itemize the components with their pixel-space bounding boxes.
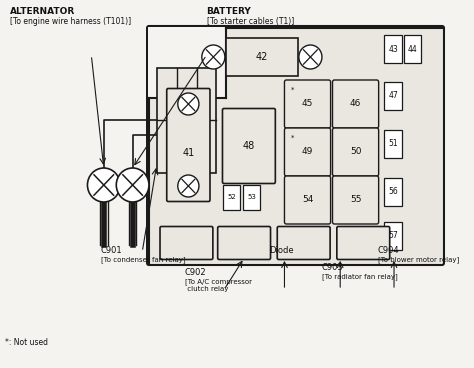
Text: 51: 51 [388,139,398,149]
Text: *: * [291,87,294,93]
Text: 55: 55 [350,195,361,205]
FancyBboxPatch shape [284,80,330,128]
Text: [To condenser fan relay]: [To condenser fan relay] [101,256,185,263]
Bar [156,68,216,173]
Text: 44: 44 [408,45,417,53]
Circle shape [178,175,199,197]
Text: Diode: Diode [269,246,294,255]
Text: 53: 53 [247,194,256,200]
Text: 45: 45 [302,99,313,109]
FancyBboxPatch shape [147,26,444,265]
FancyBboxPatch shape [167,88,210,202]
FancyBboxPatch shape [333,80,379,128]
Bar [384,130,401,158]
Text: [To radiator fan relay]: [To radiator fan relay] [322,273,398,280]
Text: clutch relay: clutch relay [184,286,228,292]
Text: 48: 48 [243,141,255,151]
Bar [226,38,298,76]
FancyBboxPatch shape [284,128,330,176]
Text: C902: C902 [184,268,206,277]
Text: [To engine wire harness (T101)]: [To engine wire harness (T101)] [9,17,131,26]
Circle shape [299,45,322,69]
Text: 43: 43 [388,45,398,53]
Text: 56: 56 [388,188,398,197]
Text: 49: 49 [302,148,313,156]
FancyBboxPatch shape [218,226,271,259]
Bar [148,27,225,99]
Text: C901: C901 [101,246,123,255]
Text: BATTERY: BATTERY [207,7,251,16]
Bar [384,82,401,110]
Text: 47: 47 [388,92,398,100]
Bar [384,222,401,250]
Bar [384,35,401,63]
Circle shape [178,93,199,115]
Text: *: * [291,135,294,141]
Text: 41: 41 [182,148,194,158]
Bar [404,35,421,63]
Text: 52: 52 [227,194,236,200]
FancyBboxPatch shape [333,176,379,224]
Text: 57: 57 [388,231,398,241]
FancyBboxPatch shape [284,176,330,224]
Bar [223,185,240,210]
Text: 54: 54 [302,195,313,205]
Text: 50: 50 [350,148,361,156]
Text: *: Not used: *: Not used [5,338,48,347]
Circle shape [88,168,120,202]
Text: 46: 46 [350,99,361,109]
Text: ALTERNATOR: ALTERNATOR [9,7,75,16]
Text: C904: C904 [378,246,399,255]
FancyBboxPatch shape [337,226,390,259]
Text: C903: C903 [322,263,344,272]
Bar [384,178,401,206]
Bar [243,185,260,210]
Text: [To starter cables (T1)]: [To starter cables (T1)] [207,17,294,26]
FancyBboxPatch shape [333,128,379,176]
Circle shape [116,168,149,202]
FancyBboxPatch shape [160,226,213,259]
FancyBboxPatch shape [277,226,330,259]
Text: 42: 42 [255,52,268,62]
Text: [To A/C compressor: [To A/C compressor [184,278,252,285]
Text: [To blower motor relay]: [To blower motor relay] [378,256,459,263]
Circle shape [202,45,225,69]
FancyBboxPatch shape [222,109,275,184]
